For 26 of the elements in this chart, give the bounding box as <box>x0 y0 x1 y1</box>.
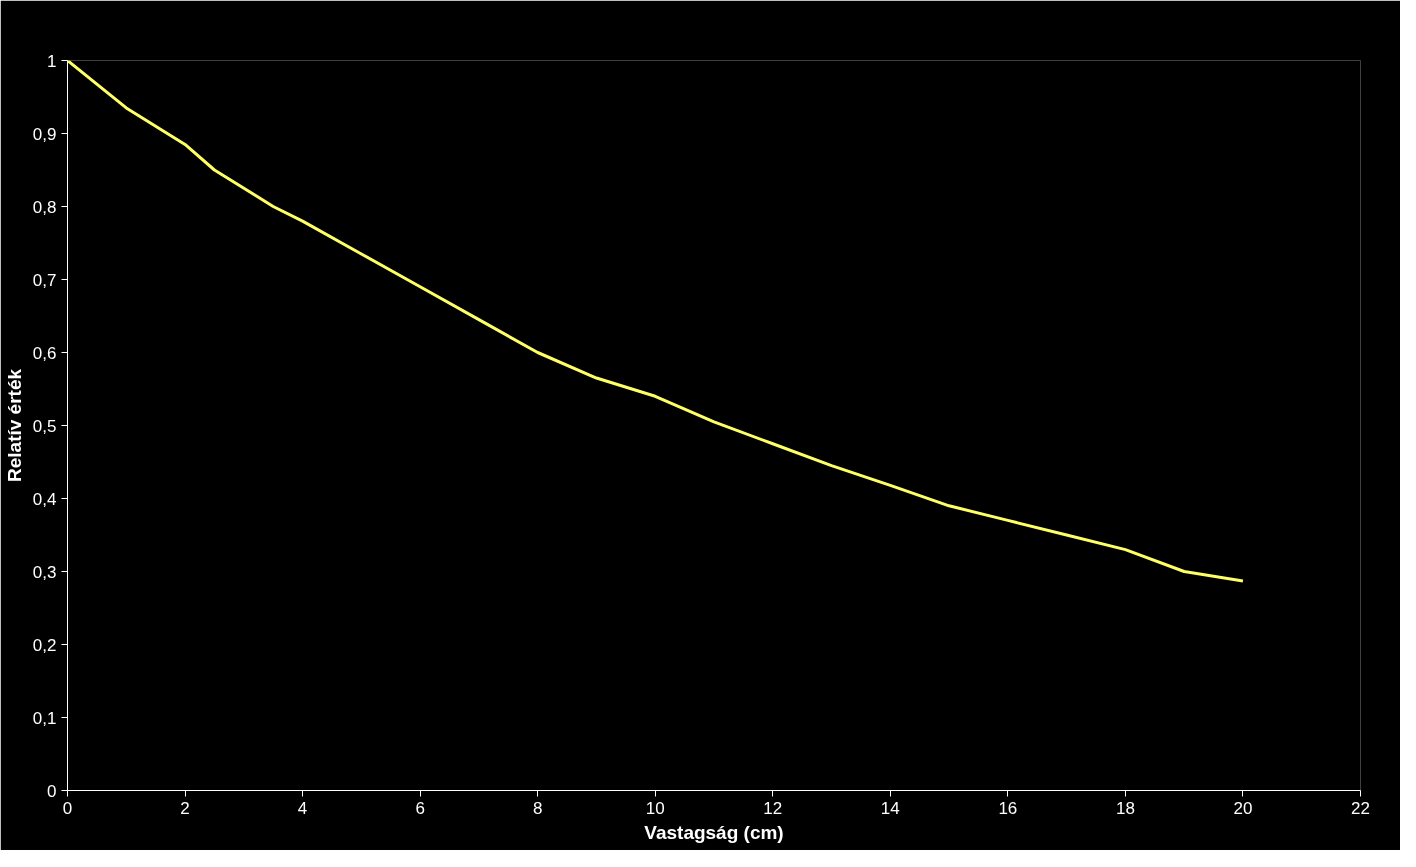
x-tick-label: 16 <box>998 798 1018 818</box>
x-tick-label: 4 <box>297 798 308 818</box>
line-series <box>67 60 1245 583</box>
x-tick-label: 0 <box>62 798 73 818</box>
x-tick-label: 22 <box>1351 798 1370 818</box>
y-tick-label: 0,8 <box>32 197 57 217</box>
x-tick-label: 10 <box>645 798 665 818</box>
y-tick-label: 0,4 <box>32 489 57 509</box>
x-axis-title: Vastagság (cm) <box>644 821 784 843</box>
y-axis-title: Relatív érték <box>3 368 25 482</box>
x-tick-label: 6 <box>415 798 425 818</box>
y-tick-label: 0,7 <box>32 270 57 290</box>
y-tick-label: 0,1 <box>32 708 57 728</box>
y-tick-label: 0,9 <box>32 124 57 144</box>
y-tick-label: 0,3 <box>32 562 57 582</box>
y-tick-label: 0,6 <box>32 343 57 363</box>
x-tick-label: 20 <box>1233 798 1253 818</box>
y-tick-label: 0,2 <box>32 635 57 655</box>
x-tick-label: 2 <box>180 798 190 818</box>
y-tick-label: 0,5 <box>32 416 57 436</box>
x-tick-label: 18 <box>1115 798 1135 818</box>
x-tick-label: 8 <box>532 798 543 818</box>
x-tick-label: 12 <box>763 798 783 818</box>
x-tick-label: 14 <box>880 798 900 818</box>
y-tick-label: 0 <box>47 781 57 801</box>
y-tick-label: 1 <box>47 51 57 71</box>
